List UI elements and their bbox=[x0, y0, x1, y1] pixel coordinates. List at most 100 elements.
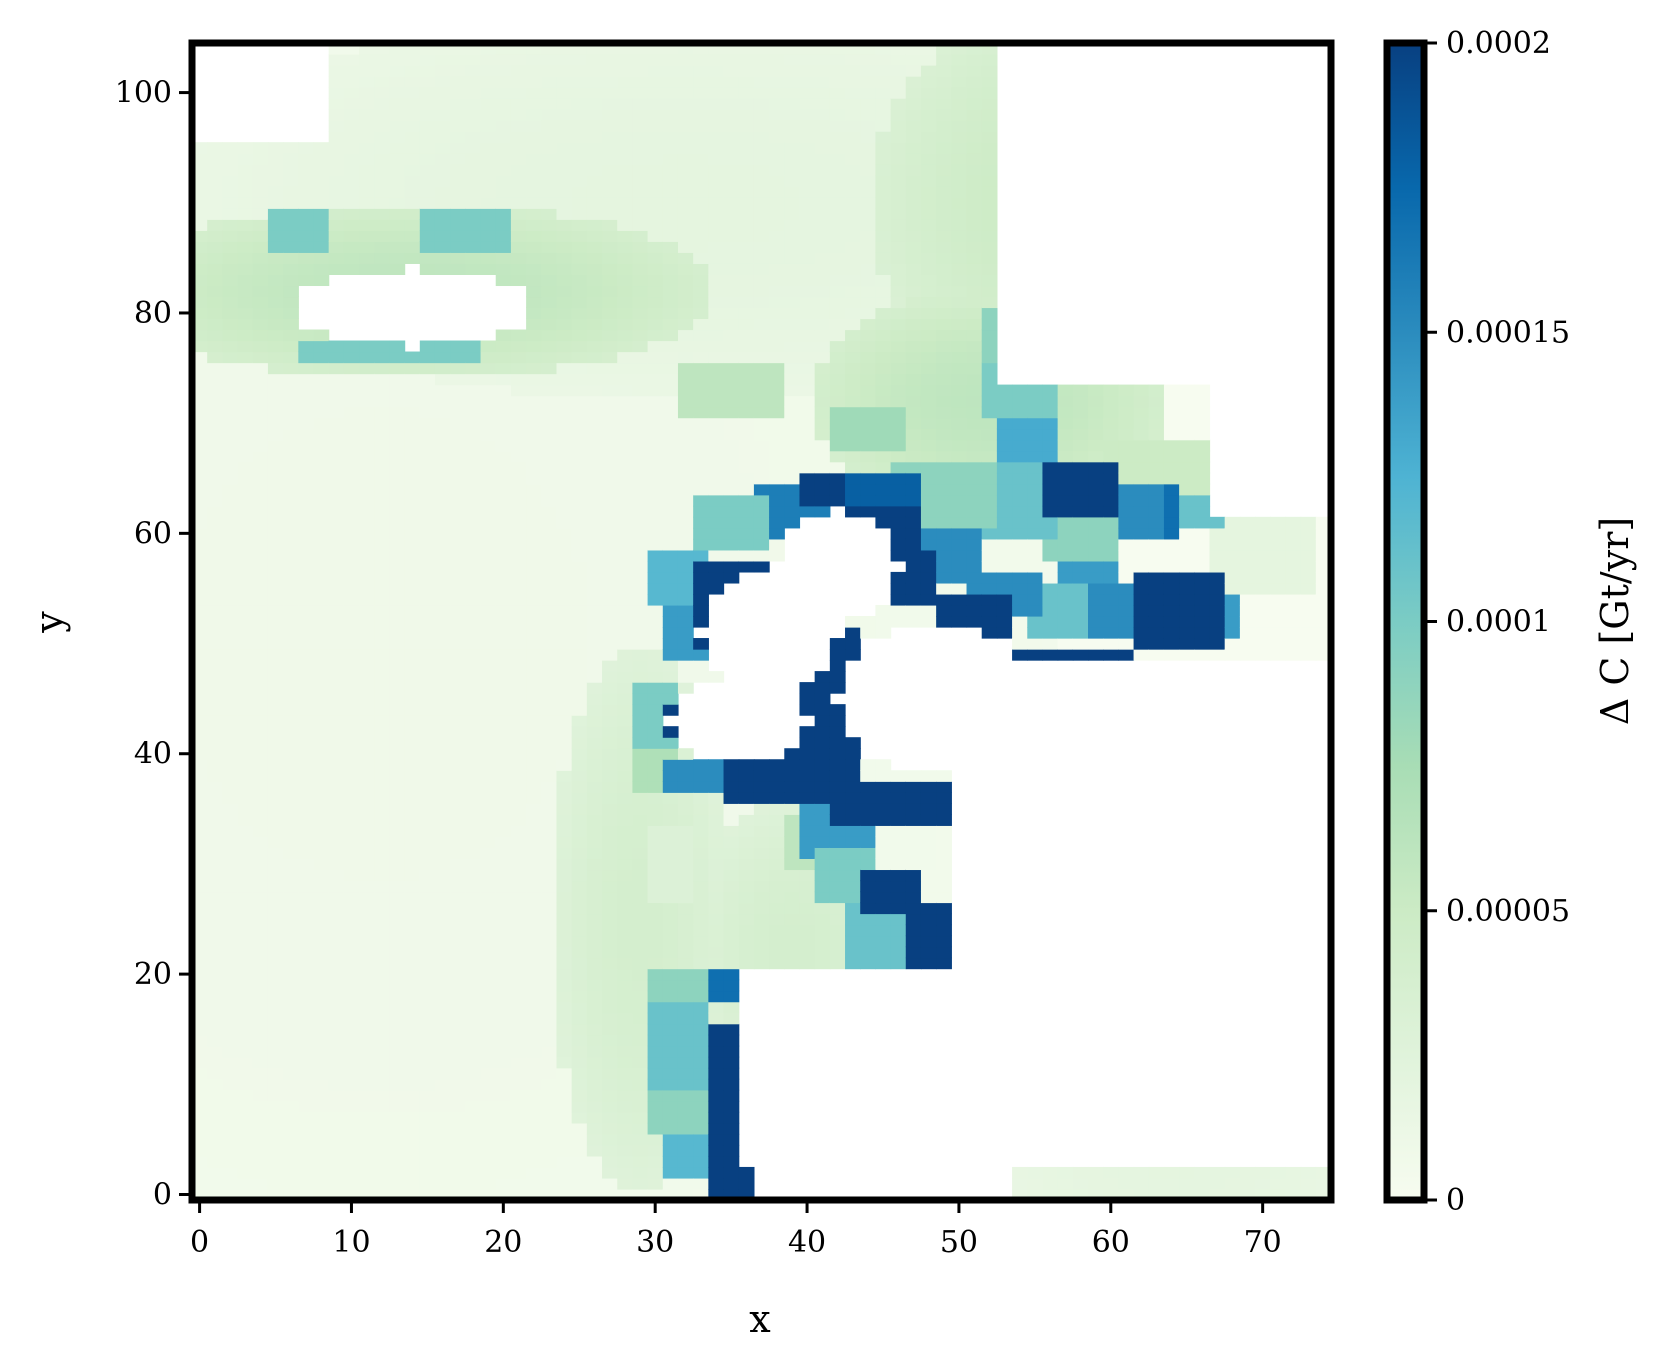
heatmap-cell bbox=[738, 373, 755, 386]
heatmap-cell bbox=[541, 704, 558, 716]
heatmap-cell bbox=[283, 1034, 299, 1047]
heatmap-cell bbox=[283, 858, 299, 871]
heatmap-cell bbox=[541, 230, 558, 242]
heatmap-cell bbox=[510, 704, 527, 716]
heatmap-cell bbox=[480, 263, 497, 275]
heatmap-cell bbox=[207, 252, 223, 264]
heatmap-cell bbox=[632, 516, 649, 529]
heatmap-cell bbox=[313, 671, 330, 683]
heatmap-cell bbox=[1148, 417, 1165, 430]
heatmap-cell bbox=[359, 627, 375, 639]
heatmap-cell bbox=[602, 1012, 618, 1025]
heatmap-cell bbox=[359, 781, 375, 793]
heatmap-cell bbox=[510, 208, 527, 220]
heatmap-cell bbox=[571, 307, 588, 320]
heatmap-cell bbox=[1103, 604, 1119, 617]
heatmap-cell bbox=[192, 1067, 208, 1080]
heatmap-cell bbox=[586, 1034, 603, 1047]
heatmap-cell bbox=[343, 792, 360, 804]
heatmap-cell bbox=[677, 516, 694, 529]
heatmap-cell bbox=[693, 549, 709, 562]
heatmap-cell bbox=[207, 627, 223, 639]
heatmap-cell bbox=[753, 131, 770, 143]
heatmap-cell bbox=[556, 582, 573, 595]
heatmap-cell bbox=[192, 649, 208, 661]
heatmap-cell bbox=[237, 627, 254, 639]
heatmap-cell bbox=[1088, 461, 1104, 474]
heatmap-cell bbox=[389, 230, 406, 242]
heatmap-cell bbox=[617, 1155, 634, 1168]
heatmap-cell bbox=[450, 825, 466, 837]
heatmap-cell bbox=[662, 450, 679, 463]
heatmap-cell bbox=[723, 1001, 740, 1014]
heatmap-cell bbox=[723, 1056, 740, 1069]
heatmap-cell bbox=[541, 1166, 558, 1179]
heatmap-cell bbox=[738, 175, 755, 187]
heatmap-cell bbox=[571, 1166, 588, 1179]
heatmap-cell bbox=[298, 560, 315, 573]
heatmap-cell bbox=[419, 505, 436, 518]
heatmap-cell bbox=[723, 351, 740, 364]
heatmap-cell bbox=[267, 1177, 284, 1190]
heatmap-cell bbox=[541, 671, 558, 683]
heatmap-cell bbox=[586, 318, 603, 331]
heatmap-cell bbox=[693, 990, 709, 1003]
heatmap-cell bbox=[647, 1089, 664, 1102]
heatmap-cell bbox=[708, 351, 725, 364]
heatmap-cell bbox=[389, 483, 406, 496]
heatmap-cell bbox=[404, 252, 421, 264]
heatmap-cell bbox=[708, 120, 725, 132]
heatmap-cell bbox=[617, 1100, 634, 1113]
heatmap-cell bbox=[313, 219, 330, 231]
heatmap-cell bbox=[298, 891, 315, 904]
heatmap-cell bbox=[252, 208, 269, 220]
heatmap-cell bbox=[981, 109, 998, 121]
heatmap-cell bbox=[526, 1100, 542, 1113]
heatmap-cell bbox=[890, 230, 907, 242]
heatmap-cell bbox=[556, 571, 573, 584]
heatmap-cell bbox=[1118, 505, 1135, 518]
heatmap-cell bbox=[510, 98, 527, 110]
heatmap-cell bbox=[419, 208, 436, 220]
heatmap-cell bbox=[890, 891, 907, 904]
heatmap-cell bbox=[647, 373, 664, 386]
heatmap-cell bbox=[693, 329, 709, 342]
heatmap-cell bbox=[343, 142, 360, 154]
heatmap-cell bbox=[192, 1001, 208, 1014]
heatmap-cell bbox=[510, 891, 527, 904]
heatmap-cell bbox=[495, 604, 512, 617]
heatmap-cell bbox=[283, 241, 299, 253]
heatmap-cell bbox=[298, 781, 315, 793]
heatmap-cell bbox=[647, 417, 664, 430]
heatmap-cell bbox=[723, 208, 740, 220]
heatmap-cell bbox=[237, 924, 254, 937]
heatmap-cell bbox=[222, 704, 239, 716]
heatmap-cell bbox=[860, 825, 876, 837]
heatmap-cell bbox=[784, 241, 801, 253]
heatmap-cell bbox=[283, 516, 299, 529]
heatmap-cell bbox=[252, 615, 269, 628]
heatmap-cell bbox=[632, 671, 649, 683]
heatmap-cell bbox=[359, 604, 375, 617]
heatmap-cell bbox=[298, 516, 315, 529]
heatmap-cell bbox=[936, 76, 952, 88]
heatmap-cell bbox=[769, 792, 785, 804]
heatmap-cell bbox=[784, 880, 801, 893]
heatmap-cell bbox=[404, 693, 421, 705]
heatmap-cell bbox=[586, 43, 603, 55]
heatmap-cell bbox=[951, 164, 968, 176]
heatmap-cell bbox=[829, 483, 846, 496]
heatmap-cell bbox=[799, 913, 816, 926]
heatmap-cell bbox=[556, 693, 573, 705]
heatmap-cell bbox=[723, 924, 740, 937]
heatmap-cell bbox=[283, 1133, 299, 1146]
heatmap-cell bbox=[359, 946, 375, 959]
heatmap-cell bbox=[860, 505, 876, 518]
heatmap-cell bbox=[769, 880, 785, 893]
heatmap-cell bbox=[799, 704, 816, 716]
heatmap-cell bbox=[602, 582, 618, 595]
heatmap-cell bbox=[662, 461, 679, 474]
heatmap-cell bbox=[1118, 472, 1135, 485]
heatmap-cell bbox=[662, 516, 679, 529]
heatmap-cell bbox=[1057, 560, 1074, 573]
